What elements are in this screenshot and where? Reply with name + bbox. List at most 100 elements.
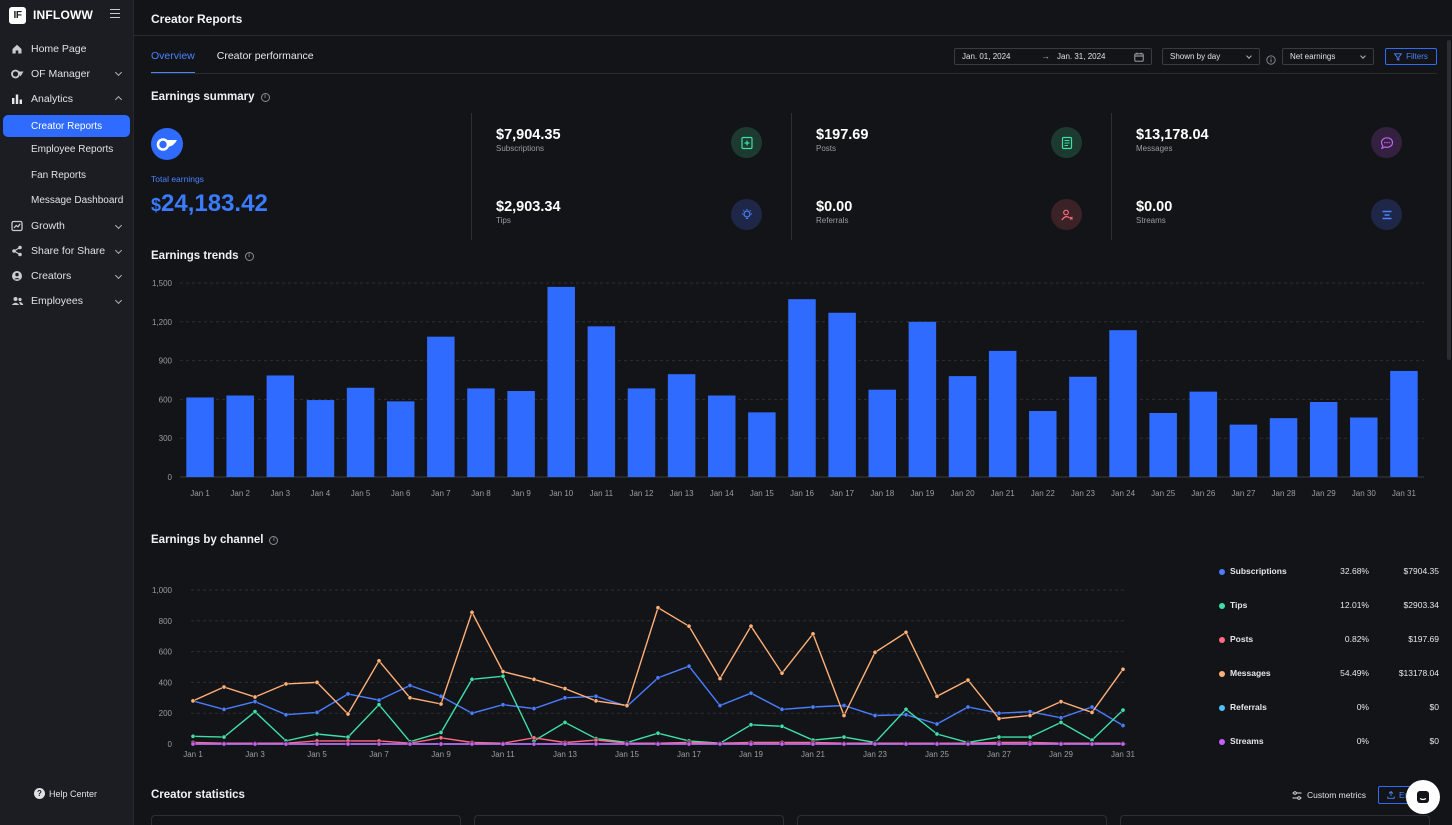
bar [186, 397, 214, 477]
sidebar-item-analytics[interactable]: Analytics [0, 86, 134, 111]
earnings-summary-title: Earnings summary i [151, 91, 270, 103]
tab-creator-performance[interactable]: Creator performance [216, 50, 314, 62]
date-range-picker[interactable]: Jan. 01, 2024 → Jan. 31, 2024 [954, 48, 1152, 65]
sidebar-item-home[interactable]: Home Page [0, 36, 134, 61]
data-point [376, 697, 382, 703]
x-tick-label: Jan 5 [351, 489, 371, 498]
data-point [841, 734, 847, 740]
chevron-down-icon [114, 271, 123, 279]
bar [1390, 370, 1418, 477]
sidebar-item-share-for-share[interactable]: Share for Share [0, 239, 134, 264]
info-icon[interactable]: i [244, 251, 254, 261]
data-point [562, 686, 568, 691]
legend-dot [1219, 603, 1225, 609]
scrollbar[interactable] [1447, 40, 1451, 360]
data-point [1089, 741, 1095, 747]
support-chat-button[interactable] [1406, 780, 1440, 814]
y-tick-label: 1,500 [152, 279, 173, 288]
legend-row-referrals[interactable]: Referrals 0% $0 [1219, 701, 1444, 715]
data-point [252, 709, 258, 715]
data-point [655, 730, 661, 736]
sidebar-item-creators[interactable]: Creators [0, 264, 134, 289]
legend-amount: $2903.34 [1403, 600, 1439, 610]
data-point [1120, 707, 1126, 713]
bar [988, 350, 1017, 477]
legend-row-messages[interactable]: Messages 54.49% $13178.04 [1219, 667, 1444, 681]
data-point [934, 693, 940, 699]
granularity-select[interactable]: Shown by day [1162, 48, 1260, 65]
legend-row-tips[interactable]: Tips 12.01% $2903.34 [1219, 599, 1444, 613]
data-point [717, 703, 723, 708]
sidebar-sub-fan-reports[interactable]: Fan Reports [0, 163, 134, 189]
data-point [1089, 704, 1095, 710]
y-tick-label: 600 [159, 648, 173, 657]
earnings-trends-title: Earnings trends i [151, 250, 254, 262]
sidebar-sub-message-dashboard[interactable]: Message Dashboard [0, 188, 134, 214]
bar [1269, 418, 1298, 477]
metric-label: Streams [1136, 216, 1166, 225]
bar [1350, 417, 1378, 477]
sidebar-item-employees[interactable]: Employees [0, 289, 134, 314]
document-icon [1051, 127, 1082, 158]
bar [948, 376, 977, 477]
total-earnings-amount: 24,183.42 [161, 190, 268, 217]
chat-icon [1417, 791, 1429, 803]
data-point [748, 690, 754, 696]
legend-row-posts[interactable]: Posts 0.82% $197.69 [1219, 633, 1444, 647]
sidebar-item-label: Employees [31, 295, 83, 307]
help-center-link[interactable]: ? Help Center [34, 788, 97, 799]
data-point [283, 741, 289, 747]
sidebar-sub-employee-reports[interactable]: Employee Reports [0, 137, 134, 163]
filters-button[interactable]: Filters [1385, 48, 1437, 65]
data-point [407, 741, 413, 747]
menu-toggle-icon[interactable] [110, 9, 120, 18]
data-point [872, 650, 878, 655]
sidebar-item-label: OF Manager [31, 67, 90, 80]
chevron-down-icon [114, 68, 123, 77]
data-point [593, 698, 599, 704]
data-point [1058, 720, 1064, 725]
data-point [965, 704, 971, 710]
filter-icon [1394, 52, 1403, 61]
data-point [345, 734, 351, 740]
sidebar-item-growth[interactable]: Growth [0, 214, 134, 239]
x-tick-label: Jan 9 [431, 750, 451, 759]
legend-row-streams[interactable]: Streams 0% $0 [1219, 735, 1444, 749]
metric-label: Subscriptions [496, 144, 545, 153]
data-point [438, 735, 444, 741]
brand[interactable]: IF INFLOWW [9, 6, 93, 24]
export-icon [1387, 791, 1395, 799]
data-point [283, 712, 289, 718]
chevron-down-icon [114, 246, 123, 254]
chevron-down-icon [114, 221, 123, 229]
custom-metrics-button[interactable]: Custom metrics [1292, 790, 1366, 800]
metric-streams: $0.00 Streams [1136, 199, 1406, 239]
data-point [624, 703, 630, 708]
earnings-trends-chart: 0 300 600 900 1,200 1,500 Jan 1 Jan 2 Jan 3 Jan 4… [152, 279, 1424, 498]
x-tick-label: Jan 18 [870, 489, 895, 498]
legend-row-subscriptions[interactable]: Subscriptions 32.68% $7904.35 [1219, 565, 1444, 579]
x-tick-label: Jan 7 [431, 489, 451, 498]
brand-name: INFLOWW [33, 8, 94, 22]
data-point [686, 663, 692, 669]
x-tick-label: Jan 29 [1049, 750, 1074, 759]
info-icon[interactable]: i [269, 535, 279, 545]
info-icon[interactable] [1266, 52, 1276, 70]
x-tick-label: Jan 21 [991, 489, 1016, 498]
metric-select[interactable]: Net earnings [1282, 48, 1374, 65]
onlyfans-logo-icon [151, 128, 183, 160]
x-tick-label: Jan 31 [1392, 489, 1417, 498]
data-point [655, 605, 661, 611]
earnings-by-channel-title: Earnings by channel i [151, 534, 279, 546]
data-point [469, 676, 475, 682]
bar [1309, 401, 1338, 477]
data-point [314, 731, 320, 737]
x-tick-label: Jan 27 [987, 750, 1012, 759]
x-tick-label: Jan 15 [750, 489, 775, 498]
info-icon[interactable]: i [260, 92, 270, 102]
section-title-text: Earnings by channel [151, 534, 264, 546]
sidebar-item-of-manager[interactable]: OF Manager [0, 61, 134, 86]
x-tick-label: Jan 4 [311, 489, 331, 498]
bar [386, 401, 415, 477]
sidebar-sub-creator-reports[interactable]: Creator Reports [3, 115, 130, 137]
